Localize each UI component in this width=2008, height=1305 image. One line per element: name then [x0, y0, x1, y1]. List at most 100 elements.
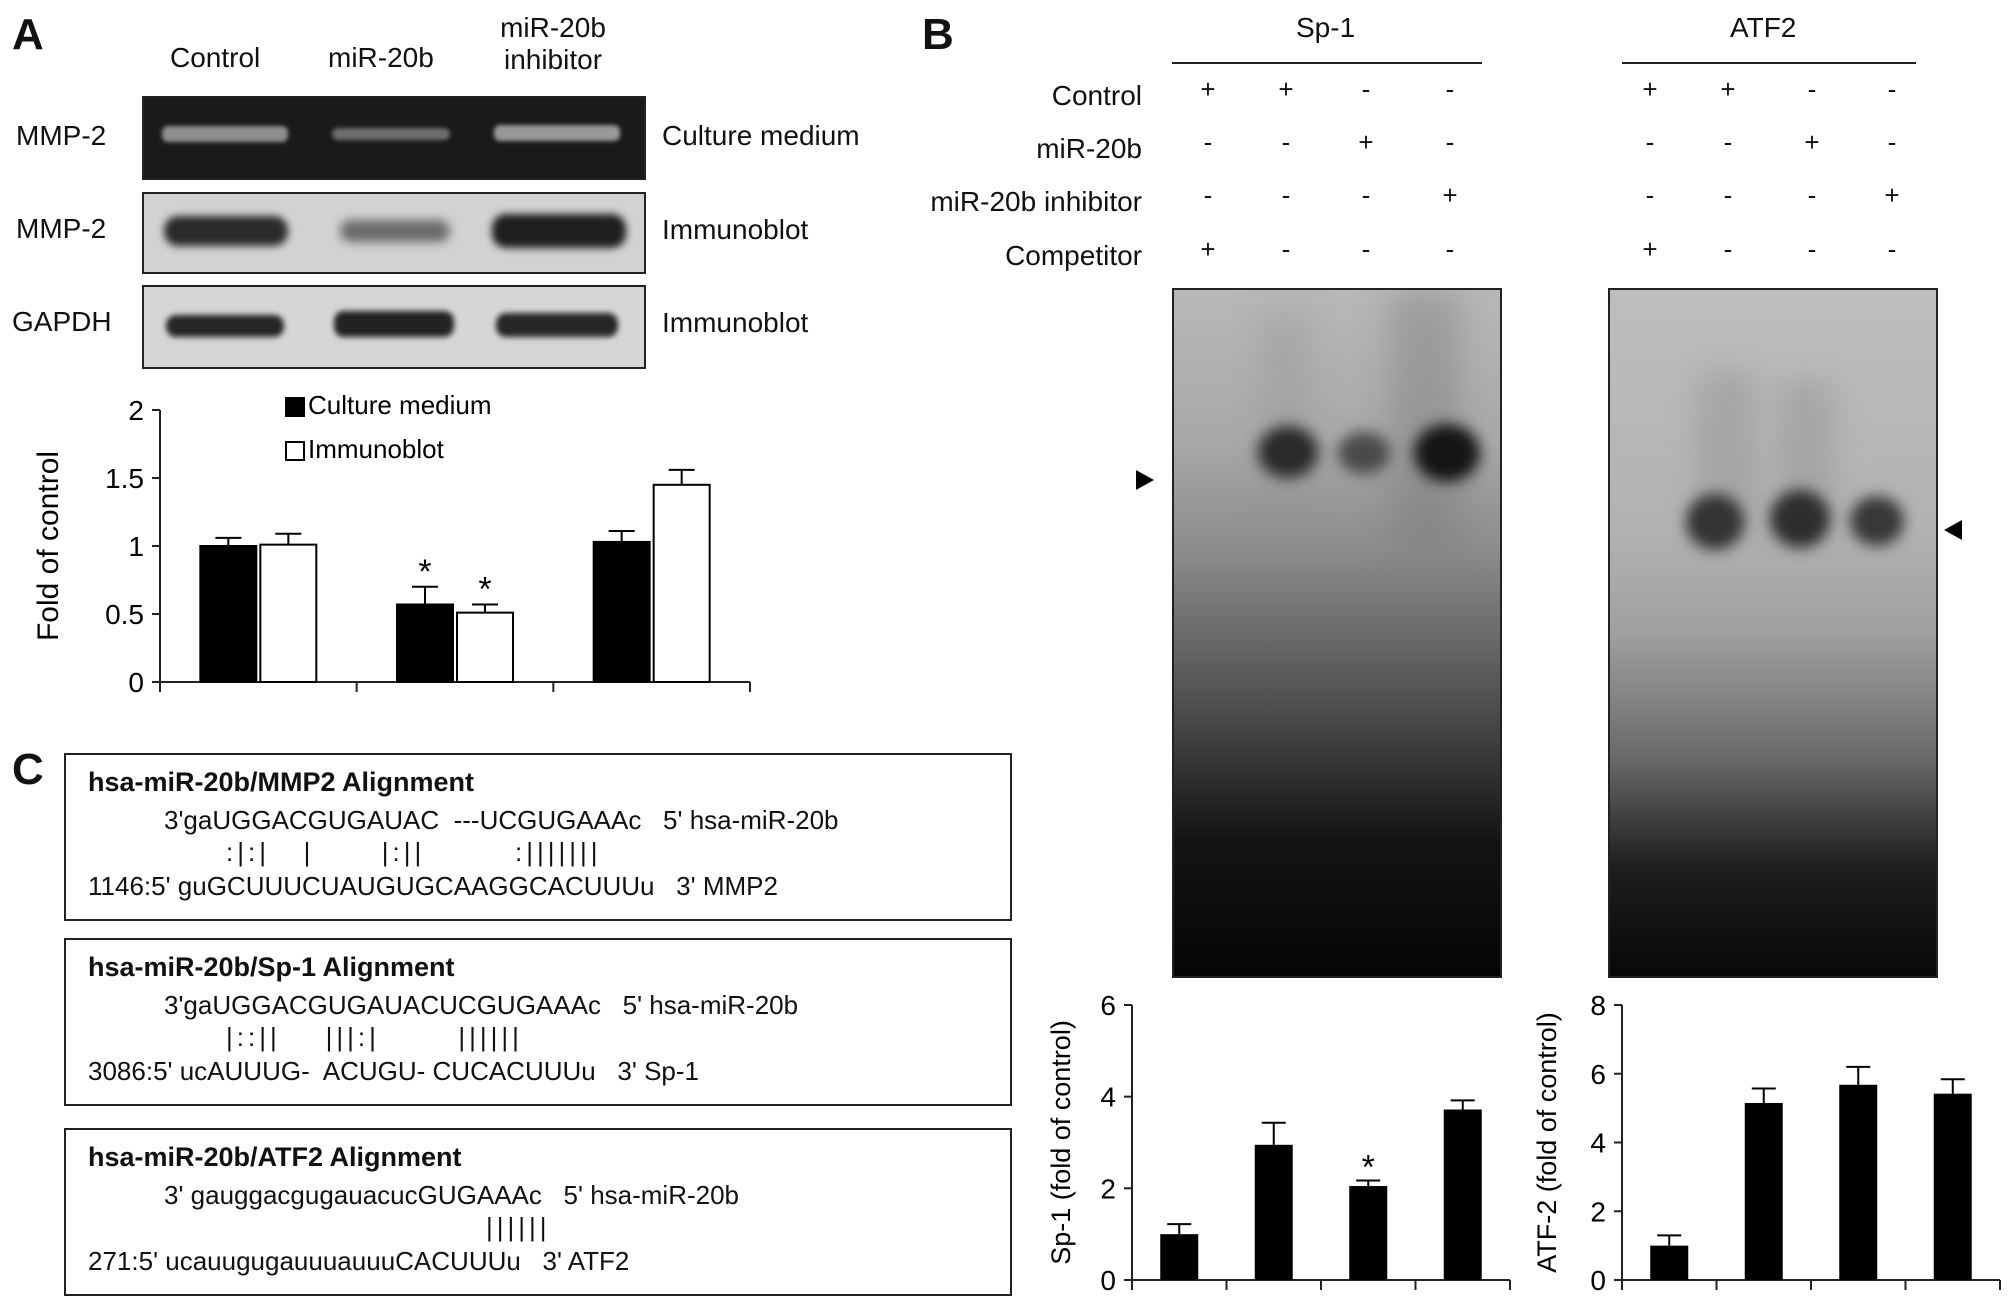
header-sp1-line: [1172, 62, 1482, 64]
alignment-target-line: 1146:5' guGCUUUCUAUGUGCAAGGCACUUUu 3' MM…: [88, 871, 778, 901]
lane-label-mir20b: miR-20b: [328, 42, 434, 73]
condition-sign-sp1: -: [1361, 234, 1371, 264]
y-tick-label: 0: [128, 667, 144, 698]
alignment-pairing-line: ||||||: [486, 1212, 551, 1242]
condition-sign-atf2: -: [1723, 234, 1733, 264]
y-tick-label: 2: [1100, 1173, 1116, 1204]
condition-sign-sp1: -: [1445, 127, 1455, 157]
condition-sign-sp1: +: [1278, 74, 1294, 104]
bar: [652, 483, 711, 683]
bar: [1744, 1102, 1783, 1280]
lane-label-inhibitor: miR-20b inhibitor: [500, 12, 606, 75]
condition-sign-atf2: -: [1887, 74, 1897, 104]
condition-sign-atf2: +: [1642, 234, 1658, 264]
y-tick-label: 2: [128, 395, 144, 426]
condition-label-inhibitor: miR-20b inhibitor: [930, 186, 1142, 217]
y-tick-label: 0.5: [105, 599, 144, 630]
alignment-title: hsa-miR-20b/ATF2 Alignment: [88, 1142, 462, 1172]
y-tick-label: 6: [1100, 990, 1116, 1021]
alignment-mirna-line: 3'gaUGGACGUGAUACUCGUGAAAc 5' hsa-miR-20b: [164, 990, 799, 1020]
condition-sign-sp1: -: [1361, 74, 1371, 104]
condition-sign-sp1: -: [1281, 127, 1291, 157]
mmp2-immunoblot: [142, 192, 646, 274]
legend-label: Immunoblot: [308, 434, 445, 464]
condition-sign-sp1: -: [1203, 127, 1213, 157]
arrowhead-right-icon: [1136, 470, 1154, 490]
bar: [1650, 1245, 1689, 1280]
condition-sign-atf2: -: [1723, 127, 1733, 157]
chart-a: 0 0.5 1 1.5 2 * * Culture medium Immunoblot Fold …: [32, 390, 751, 698]
condition-sign-sp1: +: [1200, 74, 1216, 104]
bar: [592, 540, 651, 683]
alignment-pairing-line: :|:| | |:|| :|||||||: [226, 837, 602, 867]
alignment-title: hsa-miR-20b/Sp-1 Alignment: [88, 952, 455, 982]
y-tick-label: 0: [1590, 1265, 1606, 1296]
condition-sign-atf2: +: [1642, 74, 1658, 104]
y-axis-label: Sp-1 (fold of control): [1046, 1020, 1076, 1265]
condition-sign-atf2: +: [1720, 74, 1736, 104]
y-tick-label: 1.5: [105, 463, 144, 494]
row-label-mmp2-zymo: MMP-2: [16, 120, 107, 151]
y-tick-label: 2: [1590, 1196, 1606, 1227]
blot-label-culture-medium: Culture medium: [662, 120, 860, 151]
y-tick-label: 6: [1590, 1059, 1606, 1090]
condition-sign-atf2: -: [1807, 234, 1817, 264]
condition-sign-atf2: -: [1887, 234, 1897, 264]
emsa-gel-atf2: [1608, 288, 1938, 978]
chart-atf2: 0 2 4 6 8 ATF-2 (fold of control): [1532, 990, 2001, 1296]
blot-label-immunoblot-1: Immunoblot: [662, 214, 809, 245]
condition-sign-sp1: -: [1203, 180, 1213, 210]
alignment-mirna-line: 3'gaUGGACGUGAUAC ---UCGUGAAAc 5' hsa-miR…: [164, 805, 839, 835]
condition-sign-sp1: -: [1281, 234, 1291, 264]
lane-label-control: Control: [170, 42, 261, 73]
y-axis-label: Fold of control: [32, 451, 65, 641]
row-label-mmp2-immuno: MMP-2: [16, 213, 107, 244]
bar: [1349, 1186, 1388, 1280]
chart-sp1: 0 2 4 6 * Sp-1 (fold of control): [1046, 990, 1511, 1296]
condition-sign-sp1: -: [1445, 74, 1455, 104]
legend-swatch: [285, 397, 305, 417]
condition-sign-sp1: +: [1442, 180, 1458, 210]
panel-b-label: B: [922, 10, 954, 59]
condition-label-control: Control: [1051, 80, 1142, 111]
alignment-box-mmp2: hsa-miR-20b/MMP2 Alignment 3'gaUGGACGUGA…: [64, 753, 1012, 921]
condition-sign-atf2: -: [1887, 127, 1897, 157]
header-sp1: Sp-1: [1296, 12, 1356, 43]
bar: [1933, 1093, 1972, 1280]
condition-sign-atf2: -: [1645, 180, 1655, 210]
condition-sign-atf2: -: [1807, 74, 1817, 104]
condition-sign-sp1: -: [1281, 180, 1291, 210]
arrowhead-left-icon: [1944, 520, 1962, 540]
condition-sign-atf2: +: [1884, 180, 1900, 210]
condition-sign-sp1: +: [1358, 127, 1374, 157]
legend-swatch: [285, 441, 305, 461]
significance-marker: *: [418, 553, 431, 591]
alignment-box-sp1: hsa-miR-20b/Sp-1 Alignment 3'gaUGGACGUGA…: [64, 938, 1012, 1106]
y-tick-label: 8: [1590, 990, 1606, 1021]
alignment-mirna-line: 3' gauggacgugauacucGUGAAAc 5' hsa-miR-20…: [164, 1180, 740, 1210]
y-tick-label: 4: [1100, 1082, 1116, 1113]
blot-label-immunoblot-2: Immunoblot: [662, 307, 809, 338]
alignment-target-line: 271:5' ucauugugauuuauuuCACUUUu 3' ATF2: [88, 1246, 630, 1276]
condition-sign-atf2: +: [1804, 127, 1820, 157]
bar: [456, 611, 514, 683]
condition-sign-sp1: +: [1200, 234, 1216, 264]
bar: [259, 543, 318, 683]
gapdh-immunoblot: [142, 285, 646, 369]
significance-marker: *: [478, 570, 491, 608]
condition-sign-atf2: -: [1807, 180, 1817, 210]
y-tick-label: 4: [1590, 1128, 1606, 1159]
significance-marker: *: [1362, 1149, 1375, 1187]
alignment-box-atf2: hsa-miR-20b/ATF2 Alignment 3' gauggacgug…: [64, 1128, 1012, 1296]
y-tick-label: 0: [1100, 1265, 1116, 1296]
condition-sign-atf2: -: [1645, 127, 1655, 157]
alignment-target-line: 3086:5' ucAUUUG- ACUGU- CUCACUUUu 3' Sp-…: [88, 1056, 699, 1086]
header-atf2: ATF2: [1730, 12, 1797, 43]
bar: [1443, 1109, 1482, 1280]
condition-label-mir20b: miR-20b: [1036, 133, 1142, 164]
condition-sign-sp1: -: [1361, 180, 1371, 210]
alignment-pairing-line: |::|| |||:| ||||||: [226, 1022, 523, 1052]
bar: [1160, 1234, 1199, 1280]
bar: [1254, 1144, 1293, 1280]
panel-c-label: C: [12, 745, 44, 794]
